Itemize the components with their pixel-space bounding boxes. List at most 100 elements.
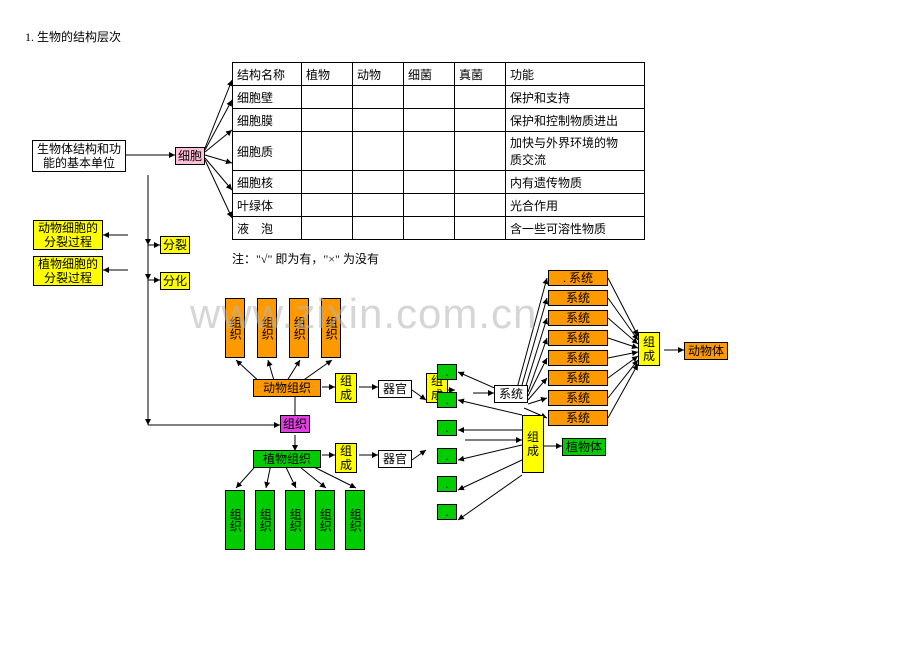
plant-tissue-label: 组织 (288, 508, 302, 532)
system-item: 系统 (548, 390, 608, 406)
table-cell (302, 109, 353, 132)
table-cell (353, 109, 404, 132)
table-row: 叶绿体 光合作用 (233, 194, 645, 217)
table-cell (404, 132, 455, 171)
plant-tissue-item: 组织 (345, 490, 365, 550)
compose-box-1a: 组 成 (335, 373, 357, 403)
animal-tissue-box: 动物组织 (253, 379, 321, 397)
organ-item: . (437, 476, 457, 492)
plant-tissue-item: 组织 (255, 490, 275, 550)
animal-tissue-item: 组织 (289, 298, 309, 358)
system-item: 系统 (548, 290, 608, 306)
plant-split-box: 植物细胞的 分裂过程 (33, 256, 103, 286)
table-cell (455, 194, 506, 217)
system-item: 系统 (548, 350, 608, 366)
table-cell (302, 132, 353, 171)
plant-tissue-label: 组织 (228, 508, 242, 532)
plant-body-box: 植物体 (562, 438, 606, 456)
table-cell (404, 109, 455, 132)
table-cell: 液 泡 (233, 217, 302, 240)
plant-tissue-label: 组织 (258, 508, 272, 532)
table-row: 细胞质 加快与外界环境的物 质交流 (233, 132, 645, 171)
th: 细菌 (404, 63, 455, 86)
table-cell: 含一些可溶性物质 (506, 217, 645, 240)
plant-tissue-item: 组织 (225, 490, 245, 550)
structure-table: 结构名称 植物 动物 细菌 真菌 功能 细胞壁 保护和支持细胞膜 保护和控制物质进出… (232, 62, 645, 240)
tissue-hub: 组织 (280, 415, 310, 433)
th: 真菌 (455, 63, 506, 86)
animal-tissue-label: 组织 (260, 316, 274, 340)
table-cell: 保护和控制物质进出 (506, 109, 645, 132)
system-item: 系统 (548, 330, 608, 346)
th: 结构名称 (233, 63, 302, 86)
organ-box-a: 器官 (378, 380, 412, 398)
table-cell (353, 194, 404, 217)
table-row: 细胞核 内有遗传物质 (233, 171, 645, 194)
plant-tissue-label: 组织 (348, 508, 362, 532)
table-cell (404, 194, 455, 217)
basic-unit-box: 生物体结构和功 能的基本单位 (32, 140, 126, 172)
table-cell (404, 86, 455, 109)
system-item: 系统 (548, 310, 608, 326)
table-cell (455, 217, 506, 240)
table-cell: 光合作用 (506, 194, 645, 217)
system-item: 系统 (548, 370, 608, 386)
cell-box: 细胞 (175, 147, 205, 165)
diff-box: 分化 (160, 272, 190, 290)
table-cell (302, 171, 353, 194)
table-row: 细胞壁 保护和支持 (233, 86, 645, 109)
table-header-row: 结构名称 植物 动物 细菌 真菌 功能 (233, 63, 645, 86)
table-cell (404, 217, 455, 240)
table-cell: 内有遗传物质 (506, 171, 645, 194)
table-cell (404, 171, 455, 194)
plant-tissue-item: 组织 (315, 490, 335, 550)
table-cell (455, 171, 506, 194)
animal-tissue-label: 组织 (228, 316, 242, 340)
table-cell: 细胞核 (233, 171, 302, 194)
table-cell (353, 86, 404, 109)
animal-tissue-item: 组织 (225, 298, 245, 358)
table-cell (455, 109, 506, 132)
table-cell (353, 132, 404, 171)
organ-item: . (437, 364, 457, 380)
animal-tissue-label: 组织 (324, 316, 338, 340)
organ-item: . (437, 392, 457, 408)
plant-tissue-box: 植物组织 (253, 450, 321, 468)
system-item: 系统 (548, 410, 608, 426)
organ-item: . (437, 504, 457, 520)
table-note: 注："√" 即为有，"×" 为没有 (232, 250, 379, 267)
table-cell: 加快与外界环境的物 质交流 (506, 132, 645, 171)
th: 功能 (506, 63, 645, 86)
animal-split-box: 动物细胞的 分裂过程 (33, 220, 103, 250)
animal-tissue-label: 组织 (292, 316, 306, 340)
table-cell (302, 86, 353, 109)
table-cell: 细胞壁 (233, 86, 302, 109)
table-cell (302, 217, 353, 240)
table-row: 细胞膜 保护和控制物质进出 (233, 109, 645, 132)
animal-body-box: 动物体 (684, 342, 728, 360)
split-box: 分裂 (160, 236, 190, 254)
table-cell (455, 132, 506, 171)
animal-tissue-item: 组织 (321, 298, 341, 358)
table-cell (353, 217, 404, 240)
table-cell: 细胞质 (233, 132, 302, 171)
animal-tissue-item: 组织 (257, 298, 277, 358)
th: 植物 (302, 63, 353, 86)
compose-box-1p: 组 成 (335, 443, 357, 473)
th: 动物 (353, 63, 404, 86)
organ-box-p: 器官 (378, 450, 412, 468)
system-item: . 系统 (548, 270, 608, 286)
table-cell: 细胞膜 (233, 109, 302, 132)
page-title: 1. 生物的结构层次 (25, 28, 121, 45)
table-cell: 保护和支持 (506, 86, 645, 109)
table-cell: 叶绿体 (233, 194, 302, 217)
organ-item: . (437, 448, 457, 464)
plant-tissue-item: 组织 (285, 490, 305, 550)
organ-item: . (437, 420, 457, 436)
compose-box-plant: 组 成 (522, 415, 544, 473)
compose-box-animal: 组 成 (638, 332, 660, 366)
table-row: 液 泡 含一些可溶性物质 (233, 217, 645, 240)
table-cell (455, 86, 506, 109)
table-cell (353, 171, 404, 194)
table-cell (302, 194, 353, 217)
